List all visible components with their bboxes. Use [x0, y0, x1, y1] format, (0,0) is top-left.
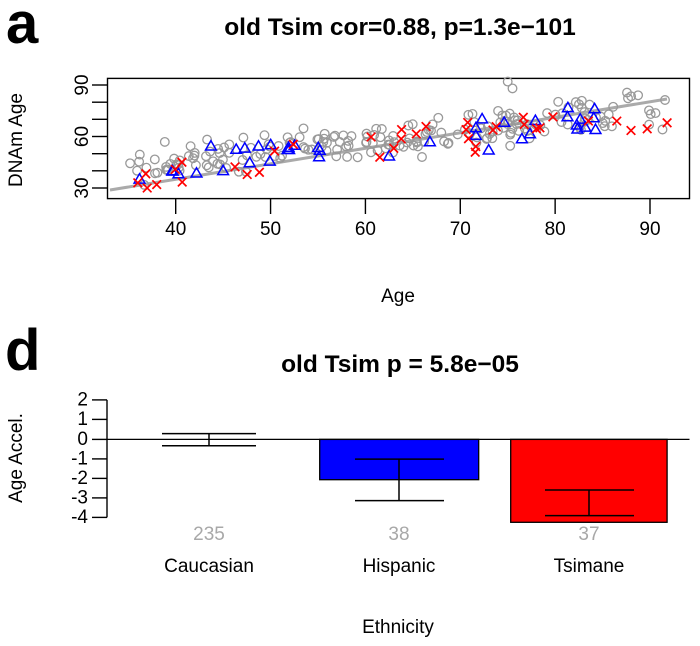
svg-text:50: 50 [260, 219, 281, 240]
svg-text:Age: Age [381, 286, 415, 307]
svg-text:-2: -2 [71, 468, 88, 489]
svg-text:90: 90 [639, 219, 660, 240]
svg-text:a: a [6, 0, 39, 56]
svg-text:80: 80 [545, 219, 566, 240]
svg-text:40: 40 [165, 219, 186, 240]
svg-text:0: 0 [77, 429, 88, 450]
svg-text:-4: -4 [71, 507, 88, 528]
svg-text:38: 38 [388, 524, 409, 545]
svg-text:d: d [5, 318, 40, 383]
svg-text:old Tsim p = 5.8e−05: old Tsim p = 5.8e−05 [281, 351, 519, 378]
svg-text:30: 30 [72, 177, 93, 198]
svg-text:235: 235 [193, 524, 225, 545]
svg-text:Tsimane: Tsimane [554, 556, 625, 577]
svg-text:Ethnicity: Ethnicity [362, 617, 434, 638]
svg-text:60: 60 [355, 219, 376, 240]
svg-text:1: 1 [77, 409, 88, 430]
svg-text:70: 70 [450, 219, 471, 240]
svg-text:-3: -3 [71, 488, 88, 509]
svg-text:90: 90 [72, 74, 93, 95]
svg-text:60: 60 [72, 126, 93, 147]
svg-text:-1: -1 [71, 449, 88, 470]
svg-text:Hispanic: Hispanic [363, 556, 436, 577]
svg-text:37: 37 [578, 524, 599, 545]
svg-text:Caucasian: Caucasian [164, 556, 254, 577]
svg-text:Age Accel.: Age Accel. [6, 413, 27, 503]
svg-text:2: 2 [77, 390, 88, 411]
svg-text:DNAm Age: DNAm Age [6, 93, 27, 187]
svg-text:old Tsim cor=0.88, p=1.3e−101: old Tsim cor=0.88, p=1.3e−101 [224, 14, 576, 41]
